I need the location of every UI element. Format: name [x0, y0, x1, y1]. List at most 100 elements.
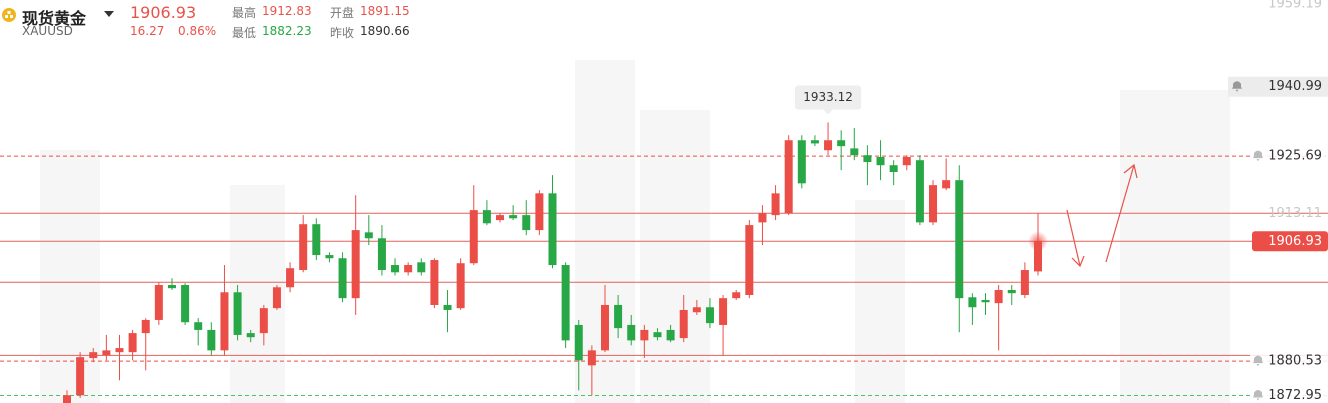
candle-body: [561, 265, 570, 341]
candle-body: [810, 140, 819, 144]
tag-box: [1250, 147, 1328, 166]
candle-body: [286, 268, 295, 288]
candle-body: [732, 292, 741, 299]
stat-label: 最高: [232, 6, 257, 20]
last-glow: [1028, 231, 1048, 252]
candle-body: [233, 292, 242, 335]
candle-body: [771, 193, 780, 216]
candle-body: [824, 140, 833, 151]
candle-body: [627, 324, 636, 341]
alert-icon: [1253, 355, 1263, 367]
candle-body: [181, 285, 190, 323]
candle-body: [391, 265, 400, 273]
candle-body: [863, 155, 872, 163]
tag-box: [1228, 76, 1328, 97]
candle-body: [63, 395, 71, 403]
candle-body: [889, 165, 898, 173]
candle-body: [915, 160, 924, 223]
stat-label: 昨收: [330, 26, 355, 40]
candle-body: [705, 307, 714, 324]
candle-body: [666, 329, 675, 341]
symbol: XAUUSD: [22, 24, 73, 38]
candle-body: [522, 215, 531, 231]
candle-body: [430, 260, 439, 305]
price-tag: 1925.69: [1268, 149, 1322, 164]
candle-body: [692, 307, 701, 313]
price-tag: 1880.53: [1268, 354, 1322, 369]
candle-body: [876, 157, 885, 166]
candle-body: [220, 292, 229, 351]
candle-body: [955, 180, 964, 299]
candle-body: [587, 350, 596, 366]
candle-body: [194, 322, 203, 330]
title: 现货黄金: [22, 9, 87, 28]
candle-body: [167, 285, 176, 289]
candle-body: [377, 238, 386, 271]
candle-body: [456, 263, 465, 309]
candle-body: [837, 140, 846, 147]
candle-body: [325, 255, 334, 259]
candle-body: [89, 352, 98, 359]
candle-body: [1034, 241, 1042, 272]
candle-body: [797, 140, 806, 184]
candle-body: [902, 157, 911, 166]
candle-body: [745, 225, 754, 295]
background-buildings: [40, 60, 1230, 403]
candle-body: [981, 299, 990, 303]
candle-body: [653, 332, 662, 338]
tag-box: [1250, 352, 1328, 371]
high-tooltip: 1933.12: [803, 90, 853, 104]
candle-body: [443, 304, 452, 310]
candle-body: [469, 210, 478, 264]
price-tag: 1906.93: [1268, 234, 1322, 249]
candle-body: [338, 258, 347, 299]
candle-body: [600, 304, 609, 351]
candle-body: [128, 333, 137, 353]
candle-body: [719, 298, 728, 325]
candle-body: [535, 193, 544, 231]
candle-body: [207, 329, 216, 351]
alert-icon: [1253, 150, 1263, 162]
stat-label: 开盘: [330, 6, 355, 20]
price: 1906.93: [130, 3, 197, 22]
price-tag: 1959.19: [1268, 0, 1322, 12]
candle-body: [482, 210, 491, 224]
header: 现货黄金 XAUUSD 1906.93 16.27 0.86% 最高 1912.…: [0, 0, 430, 44]
tag-box: [1250, 386, 1328, 403]
candle-body: [614, 304, 623, 329]
candle-body: [994, 289, 1003, 304]
price-tag: 1913.11: [1268, 206, 1322, 221]
candle-body: [496, 215, 505, 221]
high-tooltip-box: [795, 85, 862, 110]
candle-body: [246, 333, 255, 338]
stat-value: 1882.23: [262, 24, 312, 38]
candle-body: [574, 324, 583, 361]
candle-body: [76, 357, 85, 396]
tag-box: [1252, 231, 1328, 252]
high-tooltip-pointer: [823, 109, 834, 115]
candle-body: [154, 285, 163, 320]
alert-icon: [1232, 81, 1242, 92]
candle-body: [259, 308, 268, 334]
candle-body: [640, 329, 649, 341]
candle-body: [102, 350, 111, 356]
price-tag: 1940.99: [1268, 79, 1322, 94]
candle-body: [758, 213, 767, 223]
candle-body: [417, 262, 426, 273]
stat-value: 1890.66: [360, 24, 410, 38]
candle-body: [141, 319, 150, 334]
candle-body: [115, 348, 124, 353]
candle-body: [299, 224, 308, 271]
dropdown[interactable]: [104, 11, 114, 19]
change: 16.27: [130, 24, 165, 38]
price-tag: 1872.95: [1268, 388, 1322, 403]
candle-body: [548, 193, 557, 266]
candle-body: [968, 297, 977, 308]
candle-body: [1020, 270, 1029, 295]
candle-body: [929, 185, 938, 223]
candle-body: [784, 140, 793, 214]
candle-body: [679, 309, 688, 339]
candle-body: [364, 232, 373, 239]
candle-body: [272, 287, 281, 309]
